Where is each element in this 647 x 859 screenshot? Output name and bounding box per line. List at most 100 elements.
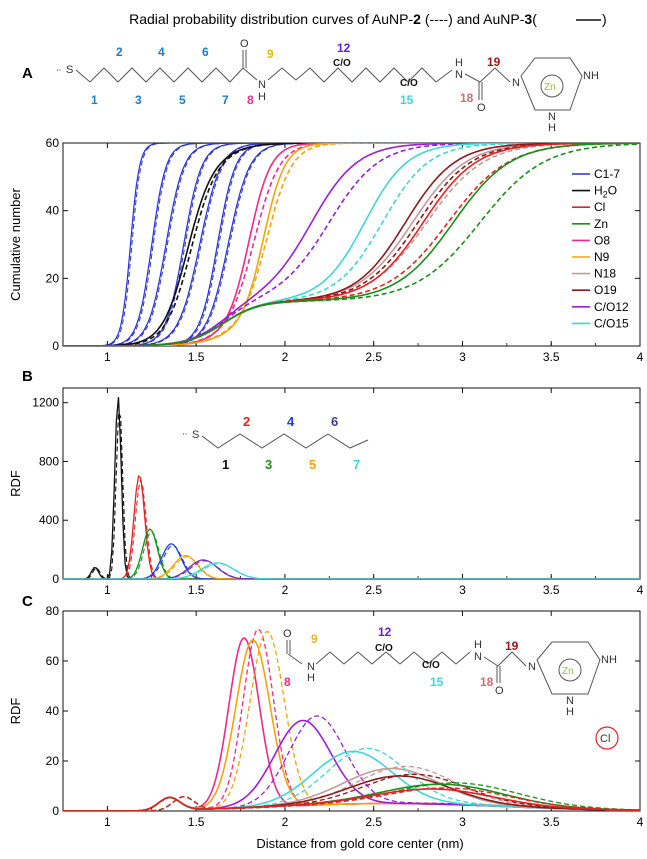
y-tick-label-b: 1200 bbox=[32, 396, 59, 410]
rdf-c-cl bbox=[63, 788, 640, 811]
num-b-1: 1 bbox=[222, 457, 229, 472]
atom-o-c2: O bbox=[495, 685, 504, 697]
y-tick-label-b: 400 bbox=[39, 513, 59, 527]
num-c-12: 12 bbox=[378, 625, 392, 639]
curve-n9 bbox=[63, 143, 640, 346]
co12-label-c: C/O bbox=[375, 643, 393, 654]
atom-n-c: N bbox=[307, 661, 315, 673]
rdf-b-carbon-5-dashed bbox=[63, 556, 640, 579]
y-tick-label-a: 60 bbox=[46, 136, 60, 150]
y-tick-label-c: 0 bbox=[52, 804, 59, 818]
num-a-8: 8 bbox=[247, 93, 254, 107]
x-tick-label-a: 1 bbox=[104, 350, 111, 364]
curve-n18 bbox=[63, 143, 640, 346]
y-tick-label-c: 80 bbox=[46, 604, 60, 618]
x-tick-label-c: 2.5 bbox=[365, 815, 382, 829]
ring-n: N bbox=[512, 77, 520, 89]
num-a-2: 2 bbox=[116, 45, 123, 59]
curve-c1-7 bbox=[63, 143, 640, 346]
legend-label-2: Cl bbox=[594, 200, 605, 214]
atom-n-amide: N bbox=[258, 79, 266, 91]
legend-label-0: C1-7 bbox=[594, 167, 620, 181]
curve-n18 bbox=[63, 143, 640, 346]
curve-zn bbox=[63, 143, 640, 346]
y-tick-label-b: 800 bbox=[39, 454, 59, 468]
atom-n-amide2: N bbox=[455, 69, 463, 81]
num-a-4: 4 bbox=[158, 45, 165, 59]
y-tick-label-a: 0 bbox=[52, 339, 59, 353]
curve-c-o12 bbox=[63, 143, 640, 346]
rdf-b-carbon-3 bbox=[63, 528, 640, 579]
series-group-b bbox=[63, 397, 640, 579]
atom-o-amide: O bbox=[240, 38, 249, 50]
curve-c1-7-dashed bbox=[63, 143, 640, 346]
x-tick-label-b: 2 bbox=[282, 583, 289, 597]
rdf-c-c-o15 bbox=[63, 750, 640, 811]
x-tick-label-b: 1.5 bbox=[188, 583, 205, 597]
curve-n9 bbox=[63, 143, 640, 346]
panel-label-b: B bbox=[22, 368, 33, 385]
panel-label-a: A bbox=[22, 65, 33, 82]
curve-h2o bbox=[63, 143, 640, 346]
zn-circle bbox=[540, 74, 564, 98]
panel-label-c: C bbox=[22, 593, 33, 610]
x-tick-label-b: 2.5 bbox=[365, 583, 382, 597]
curve-c1-7-dashed bbox=[63, 143, 640, 346]
series-group-c bbox=[63, 628, 640, 811]
x-tick-label-c: 1 bbox=[104, 815, 111, 829]
num-b-6: 6 bbox=[331, 414, 338, 429]
co12-label-a: C/O bbox=[333, 58, 351, 69]
x-tick-label-c: 3 bbox=[459, 815, 466, 829]
curve-c1-7-dashed bbox=[63, 143, 640, 346]
ring-nh-right-c: NH bbox=[601, 654, 617, 666]
ring-n-c: N bbox=[528, 661, 536, 673]
x-tick-label-c: 3.5 bbox=[543, 815, 560, 829]
num-a-15: 15 bbox=[400, 93, 414, 107]
rdf-c-c-o12-dashed bbox=[63, 715, 640, 811]
curve-c1-7 bbox=[63, 143, 640, 346]
num-a-9: 9 bbox=[267, 47, 274, 61]
co15-label-a: C/O bbox=[400, 78, 418, 89]
curve-c1-7 bbox=[63, 143, 640, 346]
ring-nh-right: NH bbox=[583, 70, 599, 82]
curve-c1-7 bbox=[63, 143, 640, 346]
x-tick-label-c: 1.5 bbox=[188, 815, 205, 829]
curve-c1-7-dashed bbox=[63, 143, 640, 346]
y-axis-label-a: Cumulative number bbox=[8, 187, 23, 300]
x-tick-label-b: 4 bbox=[637, 583, 644, 597]
series-group-a bbox=[63, 143, 640, 346]
ring-h-bottom-c: H bbox=[566, 706, 574, 718]
cl-circle bbox=[595, 726, 619, 750]
legend-label-7: O19 bbox=[594, 283, 617, 297]
num-b-5: 5 bbox=[309, 457, 316, 472]
num-c-18: 18 bbox=[480, 675, 494, 689]
atom-h-amide: H bbox=[258, 91, 266, 103]
x-tick-label-c: 2 bbox=[282, 815, 289, 829]
curve-c1-7-dashed bbox=[63, 143, 640, 346]
num-b-7: 7 bbox=[353, 457, 360, 472]
zn-label: Zn bbox=[544, 82, 556, 93]
macrocycle bbox=[520, 57, 583, 111]
legend-label-8: C/O12 bbox=[594, 300, 629, 314]
num-a-7: 7 bbox=[222, 93, 229, 107]
curve-c-o15 bbox=[63, 143, 640, 346]
panel-b-plot: 1 1.5 2 2.5 3 3.5 4 0 400 800 1200 RDF bbox=[8, 387, 644, 597]
atom-h-amide2: H bbox=[455, 57, 463, 69]
rdf-c-o8-dashed bbox=[63, 628, 640, 811]
y-tick-label-a: 40 bbox=[46, 204, 60, 218]
num-a-5: 5 bbox=[179, 93, 186, 107]
legend-label-6: N18 bbox=[594, 267, 616, 281]
rdf-b-carbon-4 bbox=[63, 543, 640, 579]
x-tick-label-b: 3.5 bbox=[543, 583, 560, 597]
cl-label: Cl bbox=[600, 733, 610, 745]
title-solid-open: ( bbox=[532, 11, 537, 27]
curve-c1-7 bbox=[63, 143, 640, 346]
num-a-6: 6 bbox=[202, 45, 209, 59]
atom-n-c2: N bbox=[474, 651, 482, 663]
num-c-15: 15 bbox=[430, 675, 444, 689]
rdf-b-carbon-3-dashed bbox=[63, 530, 640, 579]
num-b-2: 2 bbox=[243, 414, 250, 429]
curve-c-o12 bbox=[63, 143, 640, 346]
